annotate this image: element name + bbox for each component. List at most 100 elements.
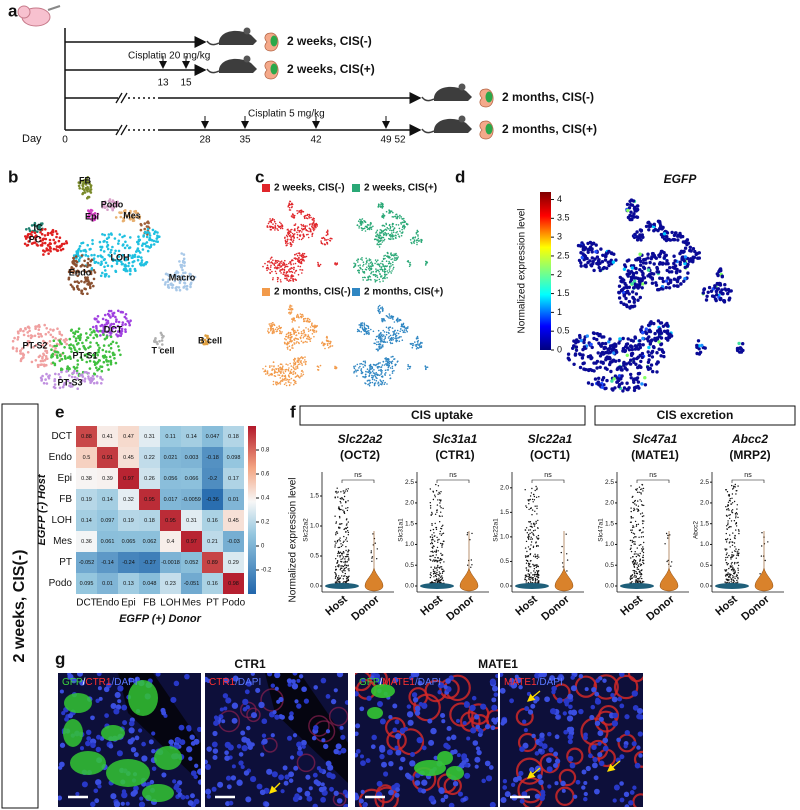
dot [61, 358, 64, 361]
dot [303, 226, 305, 228]
kidney-graft [486, 124, 493, 135]
dot [305, 361, 307, 363]
dot [277, 374, 279, 376]
kidney-icon [480, 121, 493, 139]
dot [399, 215, 401, 217]
sig-bracket [342, 480, 374, 483]
dot [443, 561, 444, 562]
dot [395, 254, 397, 256]
dot [340, 498, 341, 499]
dot [638, 339, 641, 342]
dot [436, 554, 437, 555]
dot [284, 260, 286, 262]
dot [87, 372, 90, 375]
dot [49, 250, 52, 253]
mouse-ear [244, 28, 251, 35]
axis-label: Day [22, 133, 42, 145]
dot [346, 523, 347, 524]
dot [679, 235, 682, 238]
row-label: Epi [58, 473, 72, 484]
dot [316, 330, 318, 332]
dot [295, 338, 297, 340]
dot [678, 252, 681, 255]
dot [335, 578, 336, 579]
dot [119, 233, 122, 236]
dot [291, 365, 293, 367]
dot [389, 363, 391, 365]
colorbar-tick-label: 4 [557, 194, 562, 204]
dot [289, 271, 291, 273]
dot [278, 371, 280, 373]
dot [348, 550, 349, 551]
dot [317, 262, 319, 264]
day-tick: 49 [380, 135, 392, 146]
cell-value: 0.01 [102, 581, 113, 587]
dot [347, 527, 348, 528]
dot [314, 327, 316, 329]
dot [393, 232, 395, 234]
dot [387, 369, 389, 371]
dot [327, 243, 329, 245]
dot [318, 366, 320, 368]
dot [342, 553, 343, 554]
dot [304, 227, 306, 229]
dot [293, 338, 295, 340]
dot [97, 262, 100, 265]
dot [286, 273, 288, 275]
dot [179, 264, 182, 267]
dot [469, 539, 470, 540]
dot [301, 364, 303, 366]
cell-value: 0.47 [123, 434, 134, 440]
dot [663, 232, 666, 235]
dot [327, 230, 329, 232]
dot [431, 542, 432, 543]
dot [286, 369, 288, 371]
dot [86, 336, 89, 339]
dot [86, 292, 89, 295]
dot [579, 244, 582, 247]
dot [647, 339, 650, 342]
dot [303, 235, 305, 237]
dot [344, 568, 345, 569]
dot [668, 334, 671, 337]
dot [626, 203, 629, 206]
dot [622, 361, 625, 364]
colorbar-tick-label: 0.6 [261, 472, 270, 478]
dot [110, 249, 113, 252]
dot [90, 254, 93, 257]
dot [379, 279, 381, 281]
dot [388, 329, 390, 331]
dot [381, 383, 383, 385]
dot [345, 490, 346, 491]
dot [337, 577, 338, 578]
dot [366, 262, 368, 264]
dot [327, 343, 329, 345]
dot [299, 239, 301, 241]
dot [302, 314, 304, 316]
dot [332, 345, 334, 347]
dot [290, 229, 292, 231]
dot [89, 341, 92, 344]
dot [297, 314, 299, 316]
dot [24, 235, 27, 238]
dot [270, 326, 272, 328]
dot [403, 226, 405, 228]
dot [380, 235, 382, 237]
axis-label: Slc22a1 [493, 518, 500, 542]
dot [337, 496, 338, 497]
dot [265, 366, 267, 368]
dot [611, 388, 614, 391]
dot [300, 213, 302, 215]
dot [371, 271, 373, 273]
y-tick-label: 0.0 [310, 583, 319, 590]
treatment-label: Cisplatin 20 mg/kg [128, 51, 210, 62]
dot [580, 264, 583, 267]
dot [65, 343, 68, 346]
dot [108, 233, 111, 236]
dot [388, 263, 390, 265]
dot [372, 556, 373, 557]
dot [271, 373, 273, 375]
dot [280, 269, 282, 271]
cell-value: 0.32 [123, 497, 134, 503]
dot [277, 229, 279, 231]
